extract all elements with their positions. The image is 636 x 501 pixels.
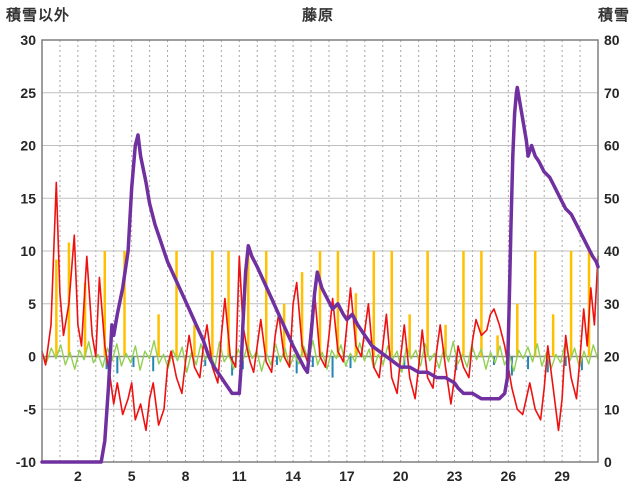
x-tick-label: 17 — [339, 468, 355, 484]
x-tick-label: 23 — [447, 468, 463, 484]
chart-title: 藤原 — [301, 7, 334, 24]
right-tick-label: 70 — [604, 85, 620, 101]
left-tick-label: 5 — [28, 296, 36, 312]
x-tick-label: 20 — [393, 468, 409, 484]
right-tick-label: 30 — [604, 296, 620, 312]
x-tick-label: 14 — [285, 468, 301, 484]
left-tick-label: 25 — [20, 85, 36, 101]
left-axis-title: 積雪以外 — [6, 7, 71, 24]
green-line — [41, 340, 599, 373]
x-tick-label: 26 — [501, 468, 517, 484]
x-tick-label: 8 — [182, 468, 190, 484]
left-tick-label: 15 — [20, 190, 36, 206]
right-tick-label: 40 — [604, 243, 620, 259]
right-tick-label: 0 — [604, 454, 612, 470]
x-tick-label: 29 — [554, 468, 570, 484]
right-tick-label: 50 — [604, 190, 620, 206]
right-axis-title: 積雪 — [597, 7, 630, 24]
x-tick-label: 5 — [128, 468, 136, 484]
left-tick-label: 20 — [20, 138, 36, 154]
left-tick-label: -10 — [16, 454, 36, 470]
right-tick-label: 10 — [604, 401, 620, 417]
right-tick-label: 80 — [604, 32, 620, 48]
purple-snow-depth — [40, 85, 600, 464]
left-tick-label: 0 — [28, 349, 36, 365]
left-tick-label: 30 — [20, 32, 36, 48]
left-tick-label: -5 — [24, 401, 37, 417]
left-tick-label: 10 — [20, 243, 36, 259]
x-tick-label: 2 — [74, 468, 82, 484]
x-tick-label: 11 — [232, 468, 247, 484]
right-tick-label: 60 — [604, 138, 620, 154]
right-tick-label: 20 — [604, 349, 620, 365]
plot-border — [41, 39, 599, 463]
